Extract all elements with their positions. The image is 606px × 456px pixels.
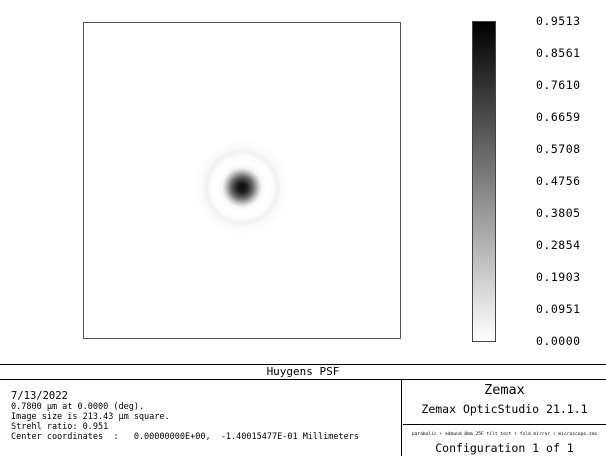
- info-wavelength: 0.7800 µm at 0.0000 (deg).: [11, 402, 145, 412]
- divider: [403, 424, 606, 425]
- info-date: 7/13/2022: [11, 390, 68, 402]
- product-version: Zemax OpticStudio 21.1.1: [421, 402, 588, 416]
- configuration-label: Configuration 1 of 1: [435, 441, 574, 455]
- info-branding: Zemax Zemax OpticStudio 21.1.1 parabolic…: [403, 380, 606, 456]
- info-panel: Huygens PSF 7/13/2022 0.7800 µm at 0.000…: [0, 364, 606, 456]
- colorbar-tick-label: 0.0000: [536, 334, 581, 348]
- info-center-coordinates: Center coordinates : 0.00000000E+00, -1.…: [11, 432, 359, 442]
- psf-image: [84, 23, 400, 338]
- psf-plot-area: [83, 22, 401, 339]
- colorbar-tick-label: 0.2854: [536, 238, 581, 252]
- brand-name: Zemax: [484, 382, 525, 398]
- colorbar-tick-label: 0.6659: [536, 110, 581, 124]
- colorbar-tick-label: 0.0951: [536, 302, 581, 316]
- colorbar-tick-label: 0.5708: [536, 142, 581, 156]
- colorbar: [472, 21, 496, 342]
- colorbar-tick-label: 0.7610: [536, 78, 581, 92]
- colorbar-tick-label: 0.4756: [536, 174, 581, 188]
- psf-spot: [193, 138, 291, 237]
- colorbar-tick-label: 0.1903: [536, 270, 581, 284]
- info-image-size: Image size is 213.43 µm square.: [11, 412, 170, 422]
- colorbar-tick-label: 0.3805: [536, 206, 581, 220]
- file-name: parabolic + edmund 8mm 25F tilt test + f…: [411, 432, 598, 437]
- info-strehl-ratio: Strehl ratio: 0.951: [11, 422, 109, 432]
- info-details: 7/13/2022 0.7800 µm at 0.0000 (deg). Ima…: [0, 380, 402, 456]
- colorbar-tick-label: 0.8561: [536, 46, 581, 60]
- info-title: Huygens PSF: [0, 365, 606, 380]
- colorbar-tick-label: 0.9513: [536, 14, 581, 28]
